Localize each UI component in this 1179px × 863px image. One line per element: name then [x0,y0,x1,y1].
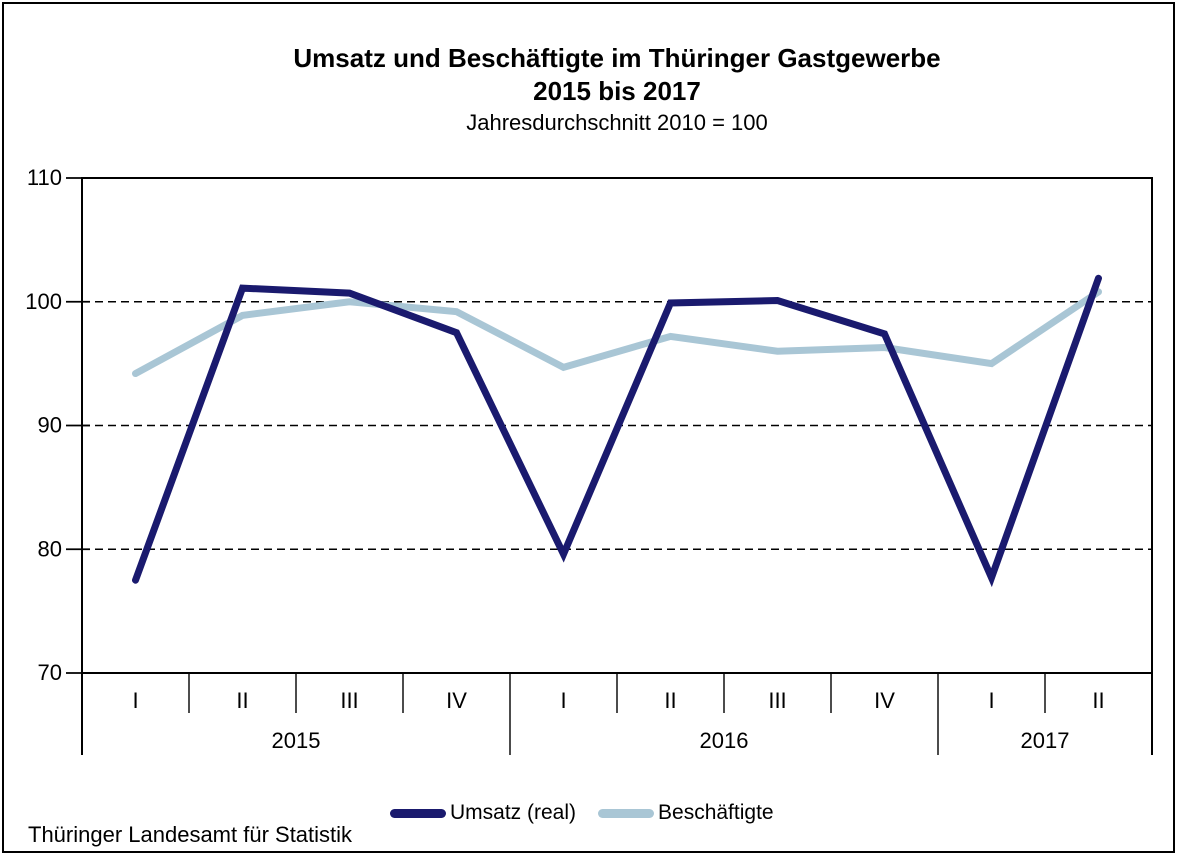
year-label-2017: 2017 [1021,728,1070,753]
y-axis-label-110: 110 [27,165,62,190]
beschaeftigte-line [132,288,1102,378]
legend-item-umsatz: Umsatz (real) [390,801,576,825]
quarter-label: I [132,688,138,713]
quarter-label: I [988,688,994,713]
umsatz-line-swatch [390,808,446,818]
quarter-label: IV [446,688,467,713]
quarter-label: II [236,688,248,713]
y-axis-label-100: 100 [25,289,62,314]
chart-title-line1: Umsatz und Beschäftigte im Thüringer Gas… [293,43,941,73]
quarter-label: IV [874,688,895,713]
legend: Umsatz (real) Beschäftigte [390,801,774,825]
source-text: Thüringer Landesamt für Statistik [28,822,353,847]
quarter-label: III [340,688,358,713]
legend-label-beschaeftigte: Beschäftigte [658,801,774,824]
chart-subtitle: Jahresdurchschnitt 2010 = 100 [466,110,768,135]
quarter-label: III [768,688,786,713]
y-axis-label-80: 80 [38,536,62,561]
umsatz-line [132,274,1102,588]
quarter-label: I [560,688,566,713]
year-label-2016: 2016 [700,728,749,753]
chart-title-line2: 2015 bis 2017 [533,75,701,106]
quarter-label: II [1092,688,1104,713]
legend-item-beschaeftigte: Beschäftigte [598,801,774,825]
year-label-2015: 2015 [272,728,321,753]
title-block: Umsatz und Beschäftigte im Thüringer Gas… [82,42,1152,136]
legend-label-umsatz: Umsatz (real) [450,801,577,824]
y-axis-label-90: 90 [38,413,62,438]
beschaeftigte-line-swatch [598,808,655,818]
quarter-label: II [664,688,676,713]
y-axis-label-70: 70 [38,660,62,685]
